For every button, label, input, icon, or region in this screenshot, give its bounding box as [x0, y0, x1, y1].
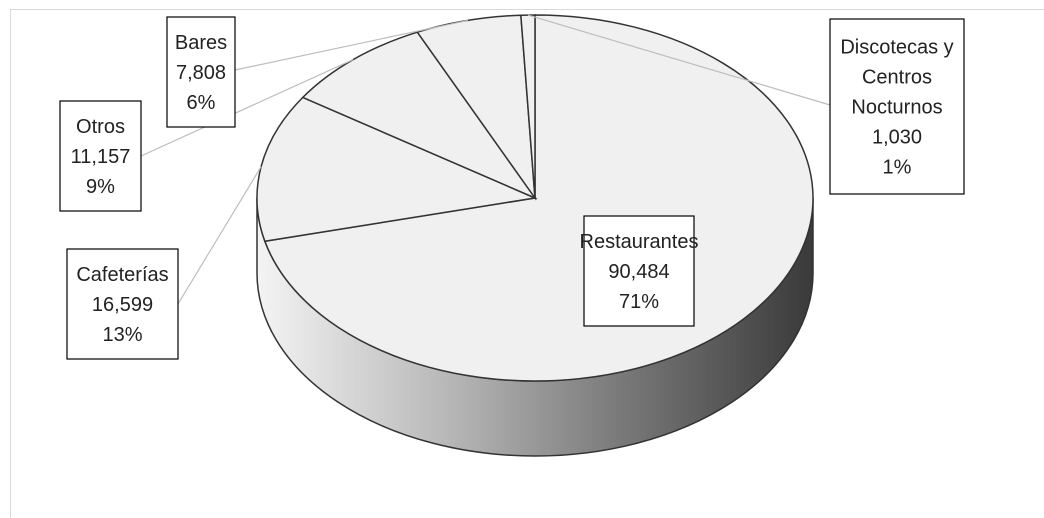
data-label-name: Bares — [175, 32, 227, 54]
data-label-otros: Otros 11,157 9% — [59, 100, 142, 212]
data-label-box — [583, 215, 695, 327]
data-label-value: 16,599 — [92, 294, 153, 316]
data-label-percent: 9% — [86, 176, 115, 198]
data-labels: Restaurantes 90,484 71% Cafeterías 16,599 13%… — [59, 16, 965, 360]
leader-line — [527, 14, 831, 106]
chart-area-border — [10, 9, 1044, 518]
data-label-box — [59, 100, 142, 212]
data-label-percent: 6% — [187, 92, 216, 114]
leader-line — [234, 19, 468, 71]
leader-line — [177, 166, 262, 305]
pie-top — [256, 14, 814, 382]
data-label-box — [166, 16, 236, 128]
data-label-name: Cafeterías — [76, 264, 168, 286]
data-label-percent: 13% — [102, 324, 142, 346]
data-label-name: Otros — [76, 116, 125, 138]
data-label-name: Discotecas y — [840, 37, 953, 59]
data-label-discotecas: Discotecas y Centros Nocturnos 1,030 1% — [829, 18, 965, 195]
leader-lines — [140, 14, 831, 305]
data-label-bares: Bares 7,808 6% — [166, 16, 236, 128]
pie-slice-cafeterias — [256, 96, 538, 243]
data-label-name: Nocturnos — [851, 97, 942, 119]
data-label-value: 90,484 — [608, 261, 669, 283]
data-label-name: Restaurantes — [580, 231, 699, 253]
data-label-percent: 1% — [883, 157, 912, 179]
data-label-percent: 71% — [619, 291, 659, 313]
pie-slice-discotecas — [520, 14, 536, 199]
data-label-value: 11,157 — [71, 146, 131, 168]
data-label-name: Centros — [862, 67, 932, 89]
data-label-box — [829, 18, 965, 195]
data-label-cafeterias: Cafeterías 16,599 13% — [66, 248, 179, 360]
leader-line — [140, 59, 354, 157]
data-label-value: 7,808 — [176, 62, 226, 84]
data-label-restaurantes: Restaurantes 90,484 71% — [580, 215, 699, 327]
data-label-box — [66, 248, 179, 360]
data-label-value: 1,030 — [872, 127, 922, 149]
